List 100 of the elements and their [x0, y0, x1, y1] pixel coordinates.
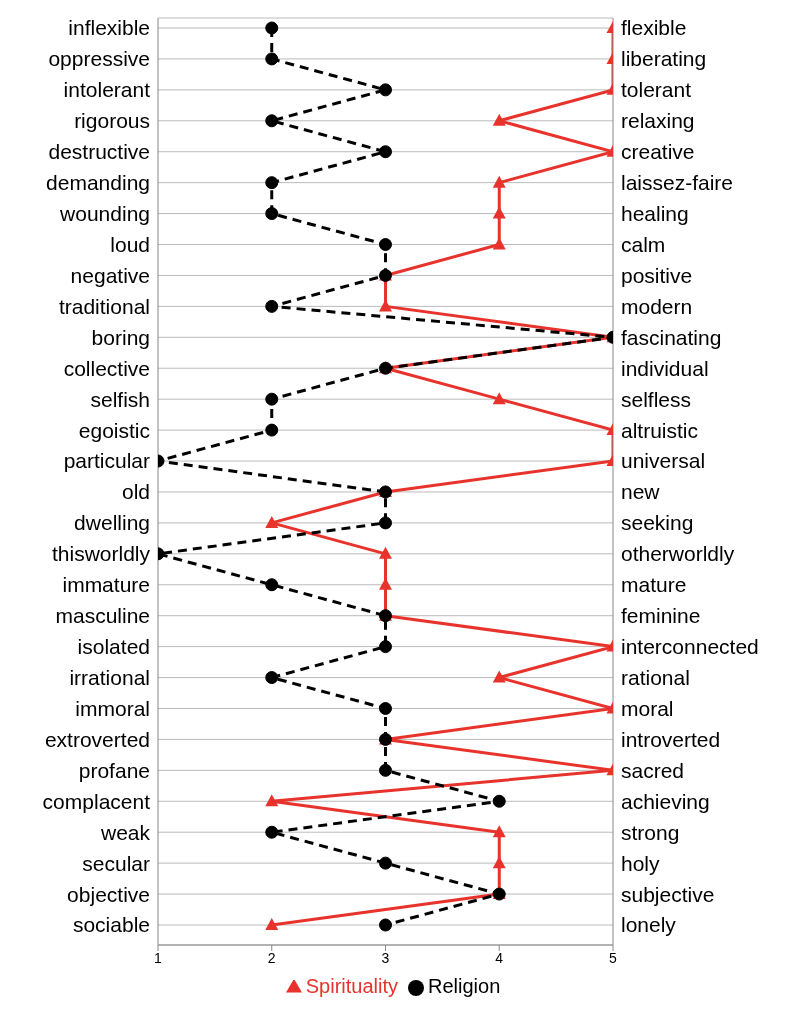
point — [492, 392, 506, 405]
y2-tick-label: positive — [621, 263, 693, 287]
point — [379, 918, 392, 932]
y-tick-label: selfish — [90, 387, 150, 411]
y2-tick-label: rational — [621, 666, 690, 690]
point — [379, 856, 392, 870]
point — [265, 918, 279, 930]
y-tick-label: negative — [70, 263, 150, 287]
legend-label: Spirituality — [305, 975, 398, 997]
y2-tick-label: individual — [621, 356, 709, 380]
point — [379, 83, 392, 97]
y2-tick-label: seeking — [621, 511, 694, 535]
y-tick-label: intolerant — [63, 78, 151, 102]
y2-tick-label: selfless — [621, 387, 692, 411]
y-tick-label: rigorous — [74, 109, 150, 133]
x-tick-label: 2 — [267, 949, 276, 966]
y2-tick-label: relaxing — [621, 109, 695, 133]
y2-tick-label: calm — [621, 232, 666, 256]
point — [265, 825, 279, 839]
y2-tick-label: fascinating — [621, 325, 722, 349]
y-tick-label: objective — [67, 882, 150, 906]
y-tick-label: dwelling — [74, 511, 150, 535]
y2-tick-label: otherworldly — [621, 542, 735, 566]
y-tick-label: inflexible — [68, 16, 150, 40]
point — [265, 515, 279, 528]
y-tick-label: destructive — [48, 140, 150, 164]
y-tick-label: boring — [91, 325, 150, 349]
y-tick-label: collective — [63, 356, 150, 380]
y2-tick-label: altruistic — [621, 418, 699, 442]
point — [379, 763, 392, 777]
y2-tick-label: interconnected — [621, 635, 759, 659]
legend-label: Religion — [428, 975, 501, 997]
y-tick-label: isolated — [77, 635, 150, 659]
point — [492, 237, 506, 250]
y2-tick-label: flexible — [621, 16, 687, 40]
y-tick-label: egoistic — [78, 418, 150, 442]
point — [492, 670, 506, 683]
y2-tick-label: introverted — [621, 727, 721, 751]
y-tick-label: particular — [63, 449, 150, 473]
point — [265, 671, 279, 685]
point — [265, 392, 279, 406]
y2-tick-label: laissez-faire — [621, 171, 734, 195]
y-tick-label: traditional — [58, 294, 150, 318]
y-tick-label: weak — [99, 820, 151, 844]
point — [265, 299, 279, 313]
y-tick-label: loud — [110, 232, 150, 256]
y-tick-label: old — [121, 480, 150, 504]
y2-tick-label: lonely — [621, 913, 677, 937]
point — [379, 238, 392, 252]
y2-tick-label: feminine — [621, 604, 701, 628]
point — [492, 794, 506, 808]
point — [492, 856, 506, 869]
point — [265, 21, 279, 35]
point — [492, 825, 506, 838]
point — [379, 546, 392, 559]
point — [265, 794, 279, 807]
y-tick-label: profane — [78, 758, 150, 782]
point — [492, 113, 506, 126]
point — [492, 175, 506, 188]
y-tick-label: irrational — [69, 666, 150, 690]
point — [265, 52, 279, 66]
y2-tick-label: modern — [621, 294, 693, 318]
x-tick-label: 5 — [609, 949, 618, 966]
y2-tick-label: achieving — [621, 789, 710, 813]
y2-tick-label: mature — [621, 573, 687, 597]
y-tick-label: extroverted — [44, 727, 150, 751]
point — [492, 206, 506, 219]
point — [265, 114, 279, 128]
y-tick-label: immoral — [75, 696, 150, 720]
point — [265, 423, 279, 437]
y-tick-label: demanding — [46, 171, 150, 195]
y2-tick-label: universal — [621, 449, 706, 473]
y2-tick-label: holy — [621, 851, 661, 875]
y-tick-label: secular — [82, 851, 150, 875]
point — [379, 145, 392, 159]
point — [379, 701, 392, 715]
x-tick-label: 1 — [154, 949, 163, 966]
point — [265, 578, 279, 592]
y-tick-label: complacent — [42, 789, 151, 813]
y-tick-label: wounding — [59, 202, 150, 226]
y2-tick-label: healing — [621, 202, 689, 226]
y2-tick-label: strong — [621, 820, 680, 844]
y2-tick-label: sacred — [621, 758, 685, 782]
y-tick-label: masculine — [55, 604, 150, 628]
y-tick-label: sociable — [72, 913, 150, 937]
point — [265, 176, 279, 190]
x-tick-label: 3 — [381, 949, 390, 966]
y2-tick-label: tolerant — [621, 78, 692, 102]
y2-tick-label: new — [621, 480, 661, 504]
y2-tick-label: subjective — [621, 882, 715, 906]
y-tick-label: immature — [62, 573, 150, 597]
point — [379, 640, 392, 654]
x-tick-label: 4 — [495, 949, 504, 966]
y-tick-label: oppressive — [48, 47, 150, 71]
y2-tick-label: creative — [621, 140, 695, 164]
y2-tick-label: liberating — [621, 47, 707, 71]
point — [265, 207, 279, 221]
y2-tick-label: moral — [621, 696, 674, 720]
y-tick-label: thisworldly — [51, 542, 151, 566]
point — [379, 516, 392, 530]
